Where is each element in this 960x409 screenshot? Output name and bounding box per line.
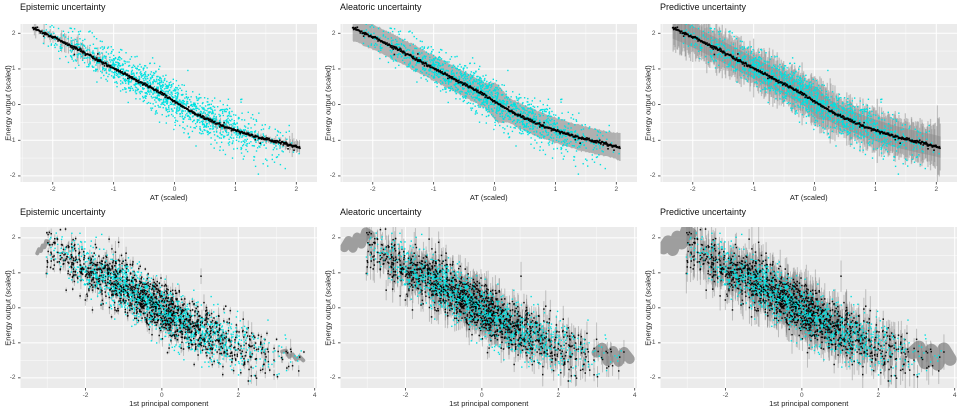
panel-predictive-pc: Predictive uncertainty Energy output (sc… [640, 205, 960, 409]
panel-title: Predictive uncertainty [660, 2, 747, 12]
x-tick-label: -1 [110, 185, 117, 193]
x-tick-label: -2 [49, 185, 56, 193]
x-tick-label: 2 [294, 185, 299, 193]
y-tick-label: -2 [329, 374, 336, 382]
y-tick-label: 1 [331, 269, 336, 277]
x-tick-label: 4 [632, 391, 637, 399]
y-tick-label: 2 [651, 29, 656, 37]
y-tick-label: 1 [11, 65, 16, 73]
panel-predictive-at: Predictive uncertainty Energy output (sc… [640, 0, 960, 205]
y-tick-label: 2 [651, 234, 656, 242]
scatter-plot-canvas [0, 205, 320, 409]
x-tick-label: 4 [312, 391, 317, 399]
y-tick-label: 0 [11, 101, 16, 109]
scatter-plot-canvas [320, 205, 640, 409]
y-tick-label: 0 [331, 101, 336, 109]
scatter-plot-canvas [640, 205, 960, 409]
x-axis-title: 1st principal component [769, 399, 849, 408]
y-tick-label: -1 [649, 136, 656, 144]
panel-title: Aleatoric uncertainty [340, 207, 422, 217]
panel-title: Epistemic uncertainty [20, 207, 106, 217]
x-tick-label: 1 [873, 185, 878, 193]
y-tick-label: 0 [651, 101, 656, 109]
x-axis-title: AT (scaled) [149, 193, 188, 202]
x-tick-label: 0 [812, 185, 817, 193]
x-tick-label: 2 [236, 391, 241, 399]
y-tick-label: 0 [331, 304, 336, 312]
x-tick-label: 2 [614, 185, 619, 193]
x-tick-label: -2 [722, 391, 729, 399]
scatter-plot-canvas [0, 0, 320, 205]
x-tick-label: -2 [402, 391, 409, 399]
x-tick-label: 4 [952, 391, 957, 399]
scatter-plot-canvas [640, 0, 960, 205]
x-tick-label: -2 [82, 391, 89, 399]
y-tick-label: 1 [331, 65, 336, 73]
x-axis-title: 1st principal component [129, 399, 209, 408]
x-axis-title: 1st principal component [449, 399, 529, 408]
x-tick-label: -1 [430, 185, 437, 193]
x-tick-label: 2 [876, 391, 881, 399]
y-tick-label: -1 [9, 136, 16, 144]
y-tick-label: 1 [651, 269, 656, 277]
panel-epistemic-at: Epistemic uncertainty Energy output (sca… [0, 0, 320, 205]
x-tick-label: 1 [553, 185, 558, 193]
x-tick-label: 1 [233, 185, 238, 193]
y-tick-label: -2 [9, 172, 16, 180]
x-tick-label: -1 [750, 185, 757, 193]
y-tick-label: -1 [329, 136, 336, 144]
panel-epistemic-pc: Epistemic uncertainty Energy output (sca… [0, 205, 320, 409]
x-tick-label: -2 [369, 185, 376, 193]
scatter-plot-canvas [320, 0, 640, 205]
x-axis-title: AT (scaled) [789, 193, 828, 202]
panel-aleatoric-pc: Aleatoric uncertainty Energy output (sca… [320, 205, 640, 409]
y-tick-label: 2 [11, 29, 16, 37]
y-tick-label: 1 [651, 65, 656, 73]
y-tick-label: 1 [11, 269, 16, 277]
y-tick-label: -1 [329, 339, 336, 347]
x-tick-label: 2 [556, 391, 561, 399]
y-tick-label: -1 [649, 339, 656, 347]
x-tick-label: 0 [480, 391, 484, 399]
x-axis-title: AT (scaled) [469, 193, 508, 202]
panel-title: Aleatoric uncertainty [340, 2, 422, 12]
y-tick-label: -2 [329, 172, 336, 180]
panel-title: Epistemic uncertainty [20, 2, 106, 12]
y-tick-label: -2 [649, 374, 656, 382]
y-tick-label: -2 [9, 374, 16, 382]
x-tick-label: 0 [800, 391, 804, 399]
y-tick-label: 2 [11, 234, 16, 242]
x-tick-label: 2 [934, 185, 939, 193]
y-tick-label: 0 [11, 304, 16, 312]
panel-aleatoric-at: Aleatoric uncertainty Energy output (sca… [320, 0, 640, 205]
x-tick-label: 0 [492, 185, 497, 193]
y-tick-label: 2 [331, 234, 336, 242]
y-tick-label: 0 [651, 304, 656, 312]
x-tick-label: -2 [689, 185, 696, 193]
y-tick-label: 2 [331, 29, 336, 37]
x-tick-label: 0 [160, 391, 164, 399]
y-tick-label: -2 [649, 172, 656, 180]
x-tick-label: 0 [172, 185, 177, 193]
panel-title: Predictive uncertainty [660, 207, 747, 217]
y-tick-label: -1 [9, 339, 16, 347]
